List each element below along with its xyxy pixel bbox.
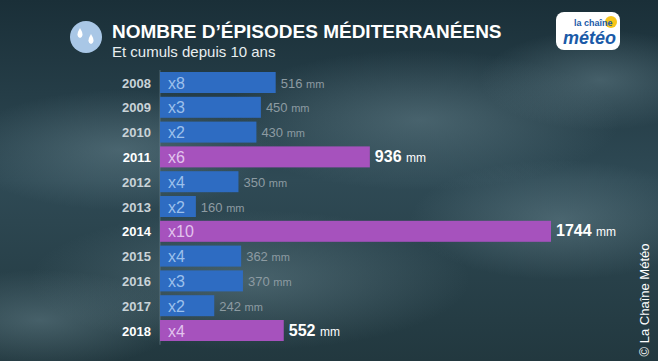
value-unit: mm [291, 102, 309, 114]
icon-drop [78, 28, 83, 38]
value-number: 936 [375, 148, 406, 165]
episode-label: x10 [168, 223, 194, 240]
bar [160, 320, 284, 341]
bars [160, 72, 551, 341]
bar [160, 122, 256, 143]
value-unit: mm [273, 276, 291, 288]
copyright: © La Chaîne Météo [637, 244, 652, 357]
value-unit: mm [306, 78, 324, 90]
value-unit: mm [406, 151, 426, 165]
category-label: 2009 [122, 100, 151, 115]
logo-text: la chaîne [574, 18, 613, 28]
episode-label: x2 [168, 124, 185, 141]
category-label: 2013 [122, 200, 151, 215]
value-label: 160 mm [201, 200, 245, 215]
category-label: 2011 [123, 150, 151, 165]
value-number: 370 [248, 274, 273, 289]
title: NOMBRE D’ÉPISODES MÉDITERRANÉENS [112, 21, 502, 42]
value-number: 362 [246, 249, 271, 264]
value-label: 936 mm [375, 148, 426, 165]
value-unit: mm [226, 202, 244, 214]
episode-label: x3 [168, 99, 185, 116]
episode-label: x3 [168, 273, 185, 290]
value-number: 350 [243, 175, 268, 190]
category-label: 2015 [122, 249, 151, 264]
bar [160, 246, 241, 267]
category-label: 2010 [122, 125, 151, 140]
value-label: 450 mm [266, 100, 310, 115]
chart: NOMBRE D’ÉPISODES MÉDITERRANÉENSEt cumul… [0, 0, 658, 361]
logo-box [556, 12, 620, 50]
category-label: 2014 [122, 224, 152, 239]
value-unit: mm [287, 127, 305, 139]
episode-label: x2 [168, 298, 185, 315]
value-number: 450 [266, 100, 291, 115]
bar [160, 221, 551, 242]
bar [160, 171, 238, 192]
value-unit: mm [269, 177, 287, 189]
episode-label: x8 [168, 75, 185, 92]
value-label: 1744 mm [556, 222, 616, 239]
episode-label: x4 [168, 323, 185, 340]
value-label: 370 mm [248, 274, 292, 289]
labels: 2008 x8 516 mm 2009 x3 450 mm 2010 x2 430 mm 2011… [122, 75, 616, 340]
value-unit: mm [596, 225, 616, 239]
subtitle: Et cumuls depuis 10 ans [112, 43, 275, 60]
value-number: 1744 [556, 222, 596, 239]
bar [160, 146, 370, 167]
value-unit: mm [271, 251, 289, 263]
episode-label: x6 [168, 149, 185, 166]
bar [160, 72, 276, 93]
cloud [0, 270, 180, 361]
category-label: 2017 [122, 299, 151, 314]
bar [160, 270, 243, 291]
category-label: 2012 [122, 175, 151, 190]
episode-label: x4 [168, 248, 185, 265]
bar [160, 295, 214, 316]
value-label: 430 mm [261, 125, 305, 140]
value-label: 516 mm [281, 76, 325, 91]
category-label: 2016 [122, 274, 151, 289]
value-unit: mm [320, 325, 340, 339]
value-number: 552 [289, 322, 320, 339]
value-label: 362 mm [246, 249, 290, 264]
value-number: 160 [201, 200, 226, 215]
episode-label: x4 [168, 174, 185, 191]
value-label: 242 mm [219, 299, 263, 314]
icon-drop [89, 34, 94, 44]
value-unit: mm [245, 301, 263, 313]
icon [70, 21, 102, 53]
value-number: 242 [219, 299, 244, 314]
category-label: 2008 [122, 76, 151, 91]
value-number: 430 [261, 125, 286, 140]
value-label: 552 mm [289, 322, 340, 339]
value-number: 516 [281, 76, 306, 91]
episode-label: x2 [168, 199, 185, 216]
logo-text: météo [563, 28, 616, 48]
value-label: 350 mm [243, 175, 287, 190]
bar [160, 97, 261, 118]
category-label: 2018 [122, 324, 151, 339]
bar [160, 196, 196, 217]
